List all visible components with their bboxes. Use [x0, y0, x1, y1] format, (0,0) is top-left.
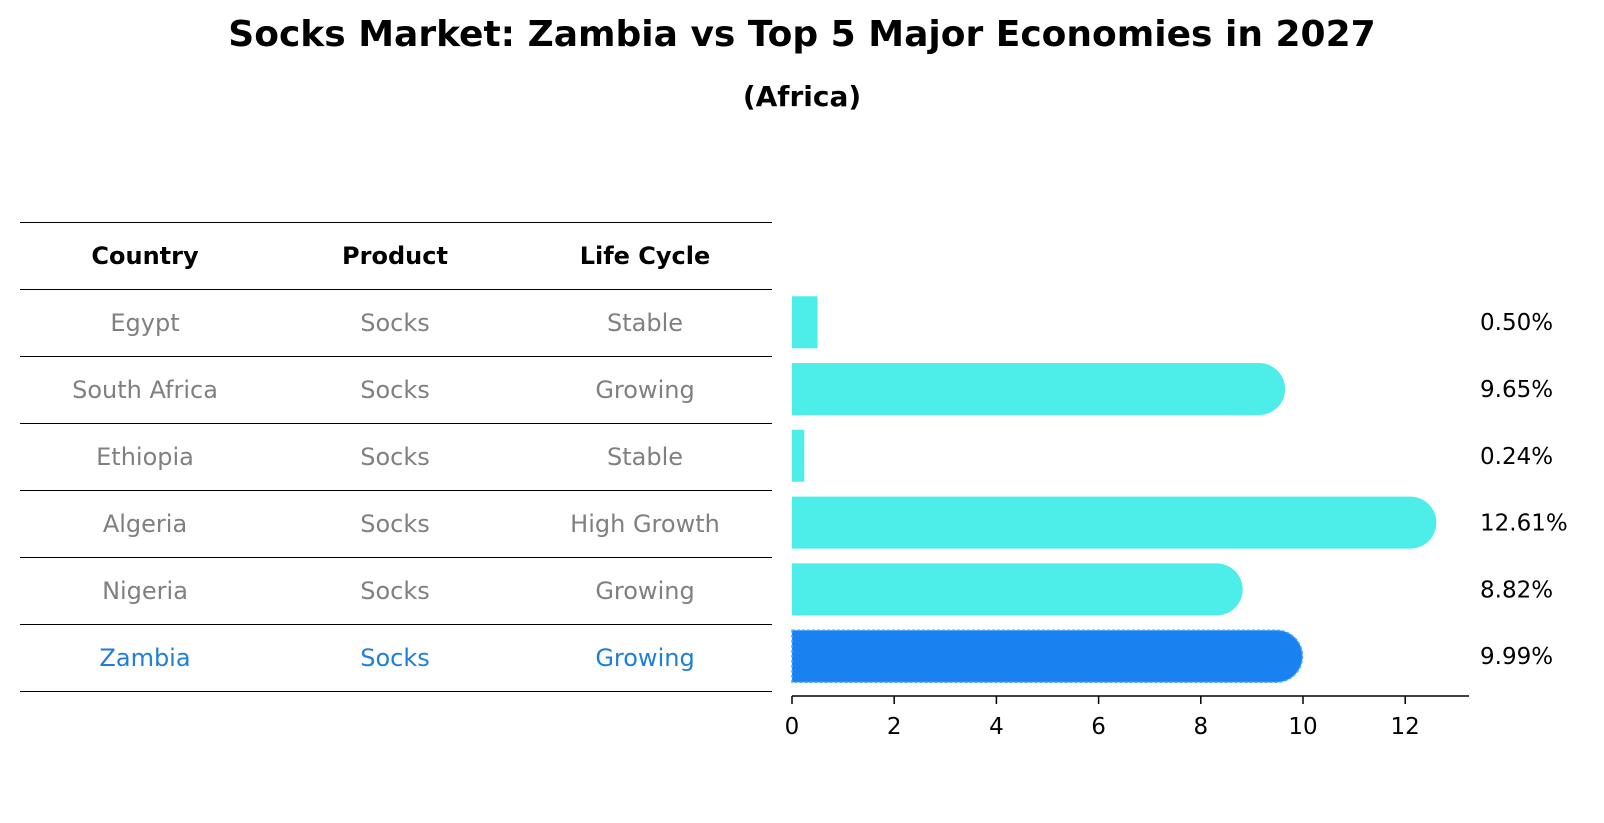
chart-subtitle: (Africa): [742, 80, 862, 113]
data-label: 9.65%: [1480, 377, 1553, 403]
column-header-country: Country: [91, 242, 199, 270]
table-row: South Africa Socks Growing: [20, 356, 772, 423]
x-tick-label: 2: [887, 714, 902, 740]
cell-product: Socks: [360, 644, 430, 672]
table-row: Algeria Socks High Growth: [20, 490, 772, 557]
x-tick-label: 6: [1091, 714, 1106, 740]
cell-life-cycle: Growing: [595, 577, 695, 605]
bar: [792, 496, 1437, 549]
x-tick-label: 12: [1391, 714, 1420, 740]
x-tick-label: 4: [989, 714, 1004, 740]
x-tick-label: 8: [1193, 714, 1208, 740]
bar: [792, 429, 805, 482]
market-table: Country Product Life Cycle Egypt Socks S…: [20, 222, 772, 692]
cell-product: Socks: [360, 309, 430, 337]
x-tick-label: 10: [1288, 714, 1317, 740]
cell-product: Socks: [360, 510, 430, 538]
cell-life-cycle: Growing: [595, 644, 695, 672]
data-label: 0.50%: [1480, 310, 1553, 336]
data-label: 0.24%: [1480, 444, 1553, 470]
bar: [792, 363, 1286, 415]
cell-country: Ethiopia: [96, 443, 194, 471]
column-header-product: Product: [342, 242, 448, 270]
cell-product: Socks: [360, 577, 430, 605]
x-tick-label: 0: [785, 714, 800, 740]
table-header-row: Country Product Life Cycle: [20, 222, 772, 289]
cell-country: Egypt: [110, 309, 180, 337]
data-label: 8.82%: [1480, 577, 1553, 603]
bar-highlight: [791, 629, 1304, 683]
column-header-life-cycle: Life Cycle: [579, 242, 711, 270]
chart-title: Socks Market: Zambia vs Top 5 Major Econ…: [228, 14, 1376, 55]
table-row: Nigeria Socks Growing: [20, 557, 772, 624]
cell-country: Zambia: [99, 644, 191, 672]
cell-country: Algeria: [102, 510, 188, 538]
data-label: 9.99%: [1480, 644, 1553, 670]
cell-life-cycle: Stable: [606, 309, 684, 337]
cell-country: South Africa: [72, 376, 218, 404]
cell-product: Socks: [360, 376, 430, 404]
cell-life-cycle: Stable: [606, 443, 684, 471]
cell-product: Socks: [360, 443, 430, 471]
table-row-highlight: Zambia Socks Growing: [20, 624, 772, 692]
cell-life-cycle: Growing: [595, 376, 695, 404]
table-row: Ethiopia Socks Stable: [20, 423, 772, 490]
cell-life-cycle: High Growth: [570, 510, 720, 538]
bar: [792, 296, 818, 349]
bar: [792, 563, 1243, 616]
data-label: 12.61%: [1480, 511, 1568, 537]
cell-country: Nigeria: [102, 577, 188, 605]
table-row: Egypt Socks Stable: [20, 289, 772, 356]
